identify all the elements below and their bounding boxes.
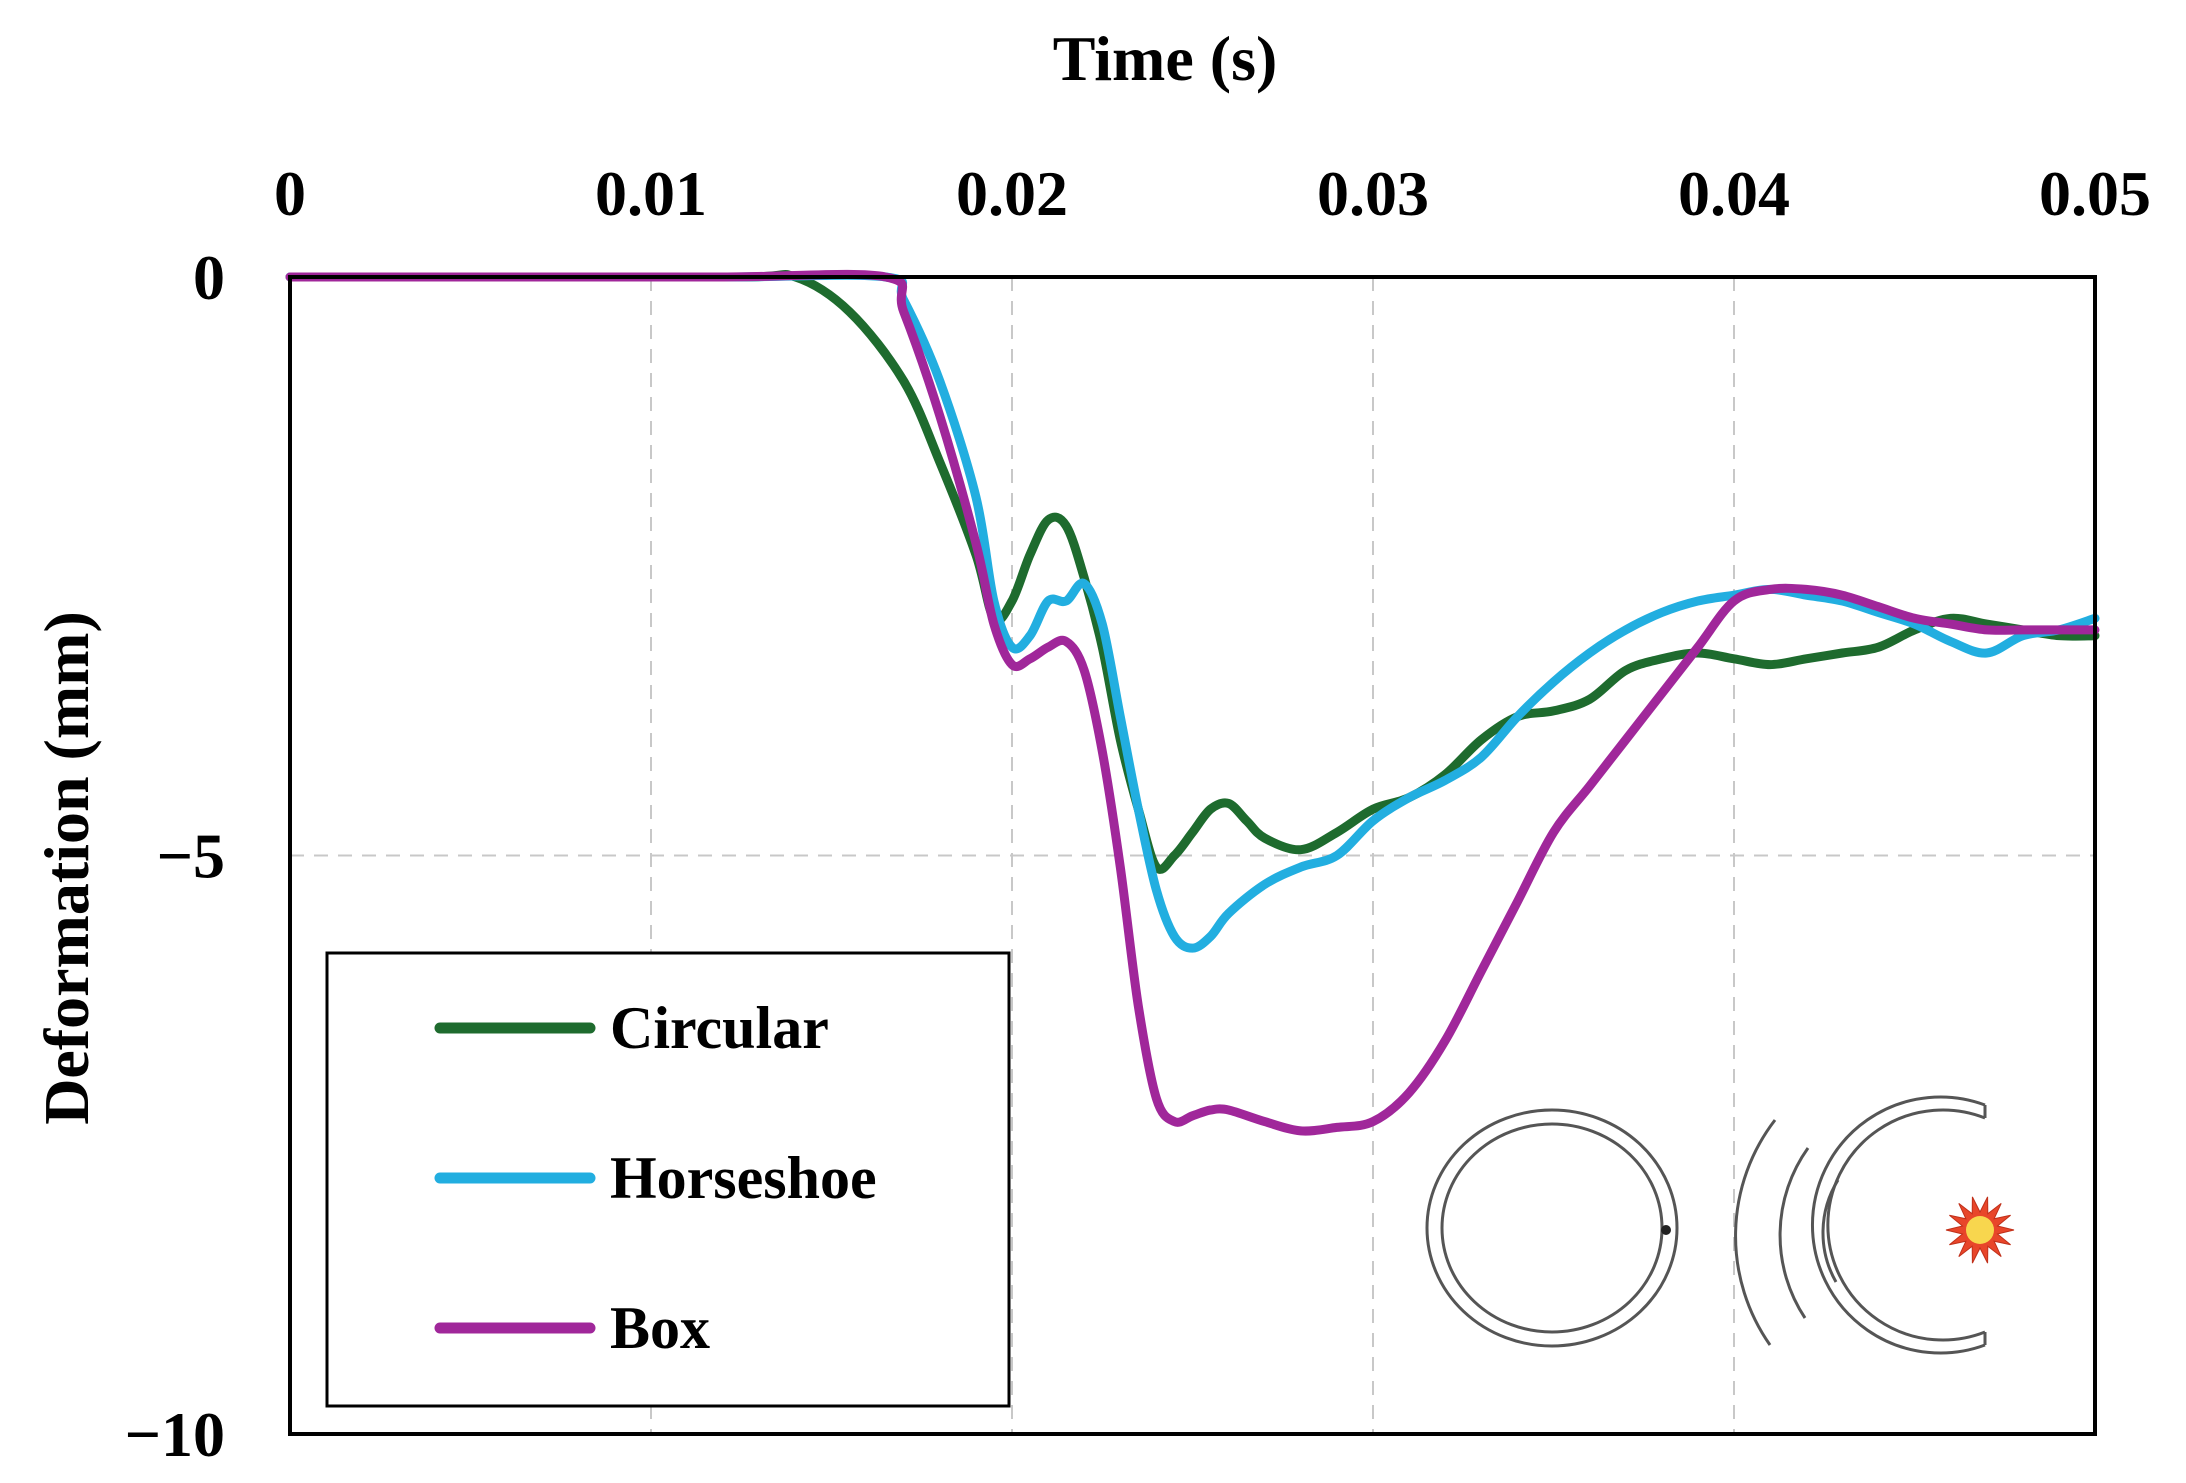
series-line-box (285, 269, 2100, 1136)
legend-label-circular: Circular (610, 995, 829, 1061)
x-tick-label: 0 (274, 158, 306, 229)
x-tick-label: 0.01 (595, 158, 707, 229)
y-tick-labels: 0 −5 −10 (125, 242, 225, 1470)
legend-label-horseshoe: Horseshoe (610, 1145, 877, 1211)
x-tick-labels: 0 0.01 0.02 0.03 0.04 0.05 (274, 158, 2151, 229)
legend-label-box: Box (610, 1295, 710, 1361)
x-tick-label: 0.03 (1317, 158, 1429, 229)
tunnel-blast-illustration (1425, 1095, 2015, 1355)
x-tick-label: 0.05 (2039, 158, 2151, 229)
x-tick-label: 0.02 (956, 158, 1068, 229)
series-line-circular (285, 269, 2100, 874)
explosion-icon (1945, 1196, 2015, 1264)
y-tick-label: 0 (193, 242, 225, 313)
y-tick-label: −5 (157, 821, 225, 892)
series-line-horseshoe (285, 270, 2100, 953)
series-lines (285, 269, 2100, 1136)
y-tick-label: −10 (125, 1399, 225, 1470)
legend: Circular Horseshoe Box (325, 951, 1011, 1408)
plot-frame (288, 275, 2097, 1436)
y-axis-title: Deformation (mm) (31, 611, 102, 1125)
x-tick-label: 0.04 (1678, 158, 1790, 229)
x-axis-title: Time (s) (1053, 23, 1278, 94)
blast-wave-icon (1734, 1095, 1987, 1355)
tunnel-ring-icon (1425, 1108, 1679, 1348)
